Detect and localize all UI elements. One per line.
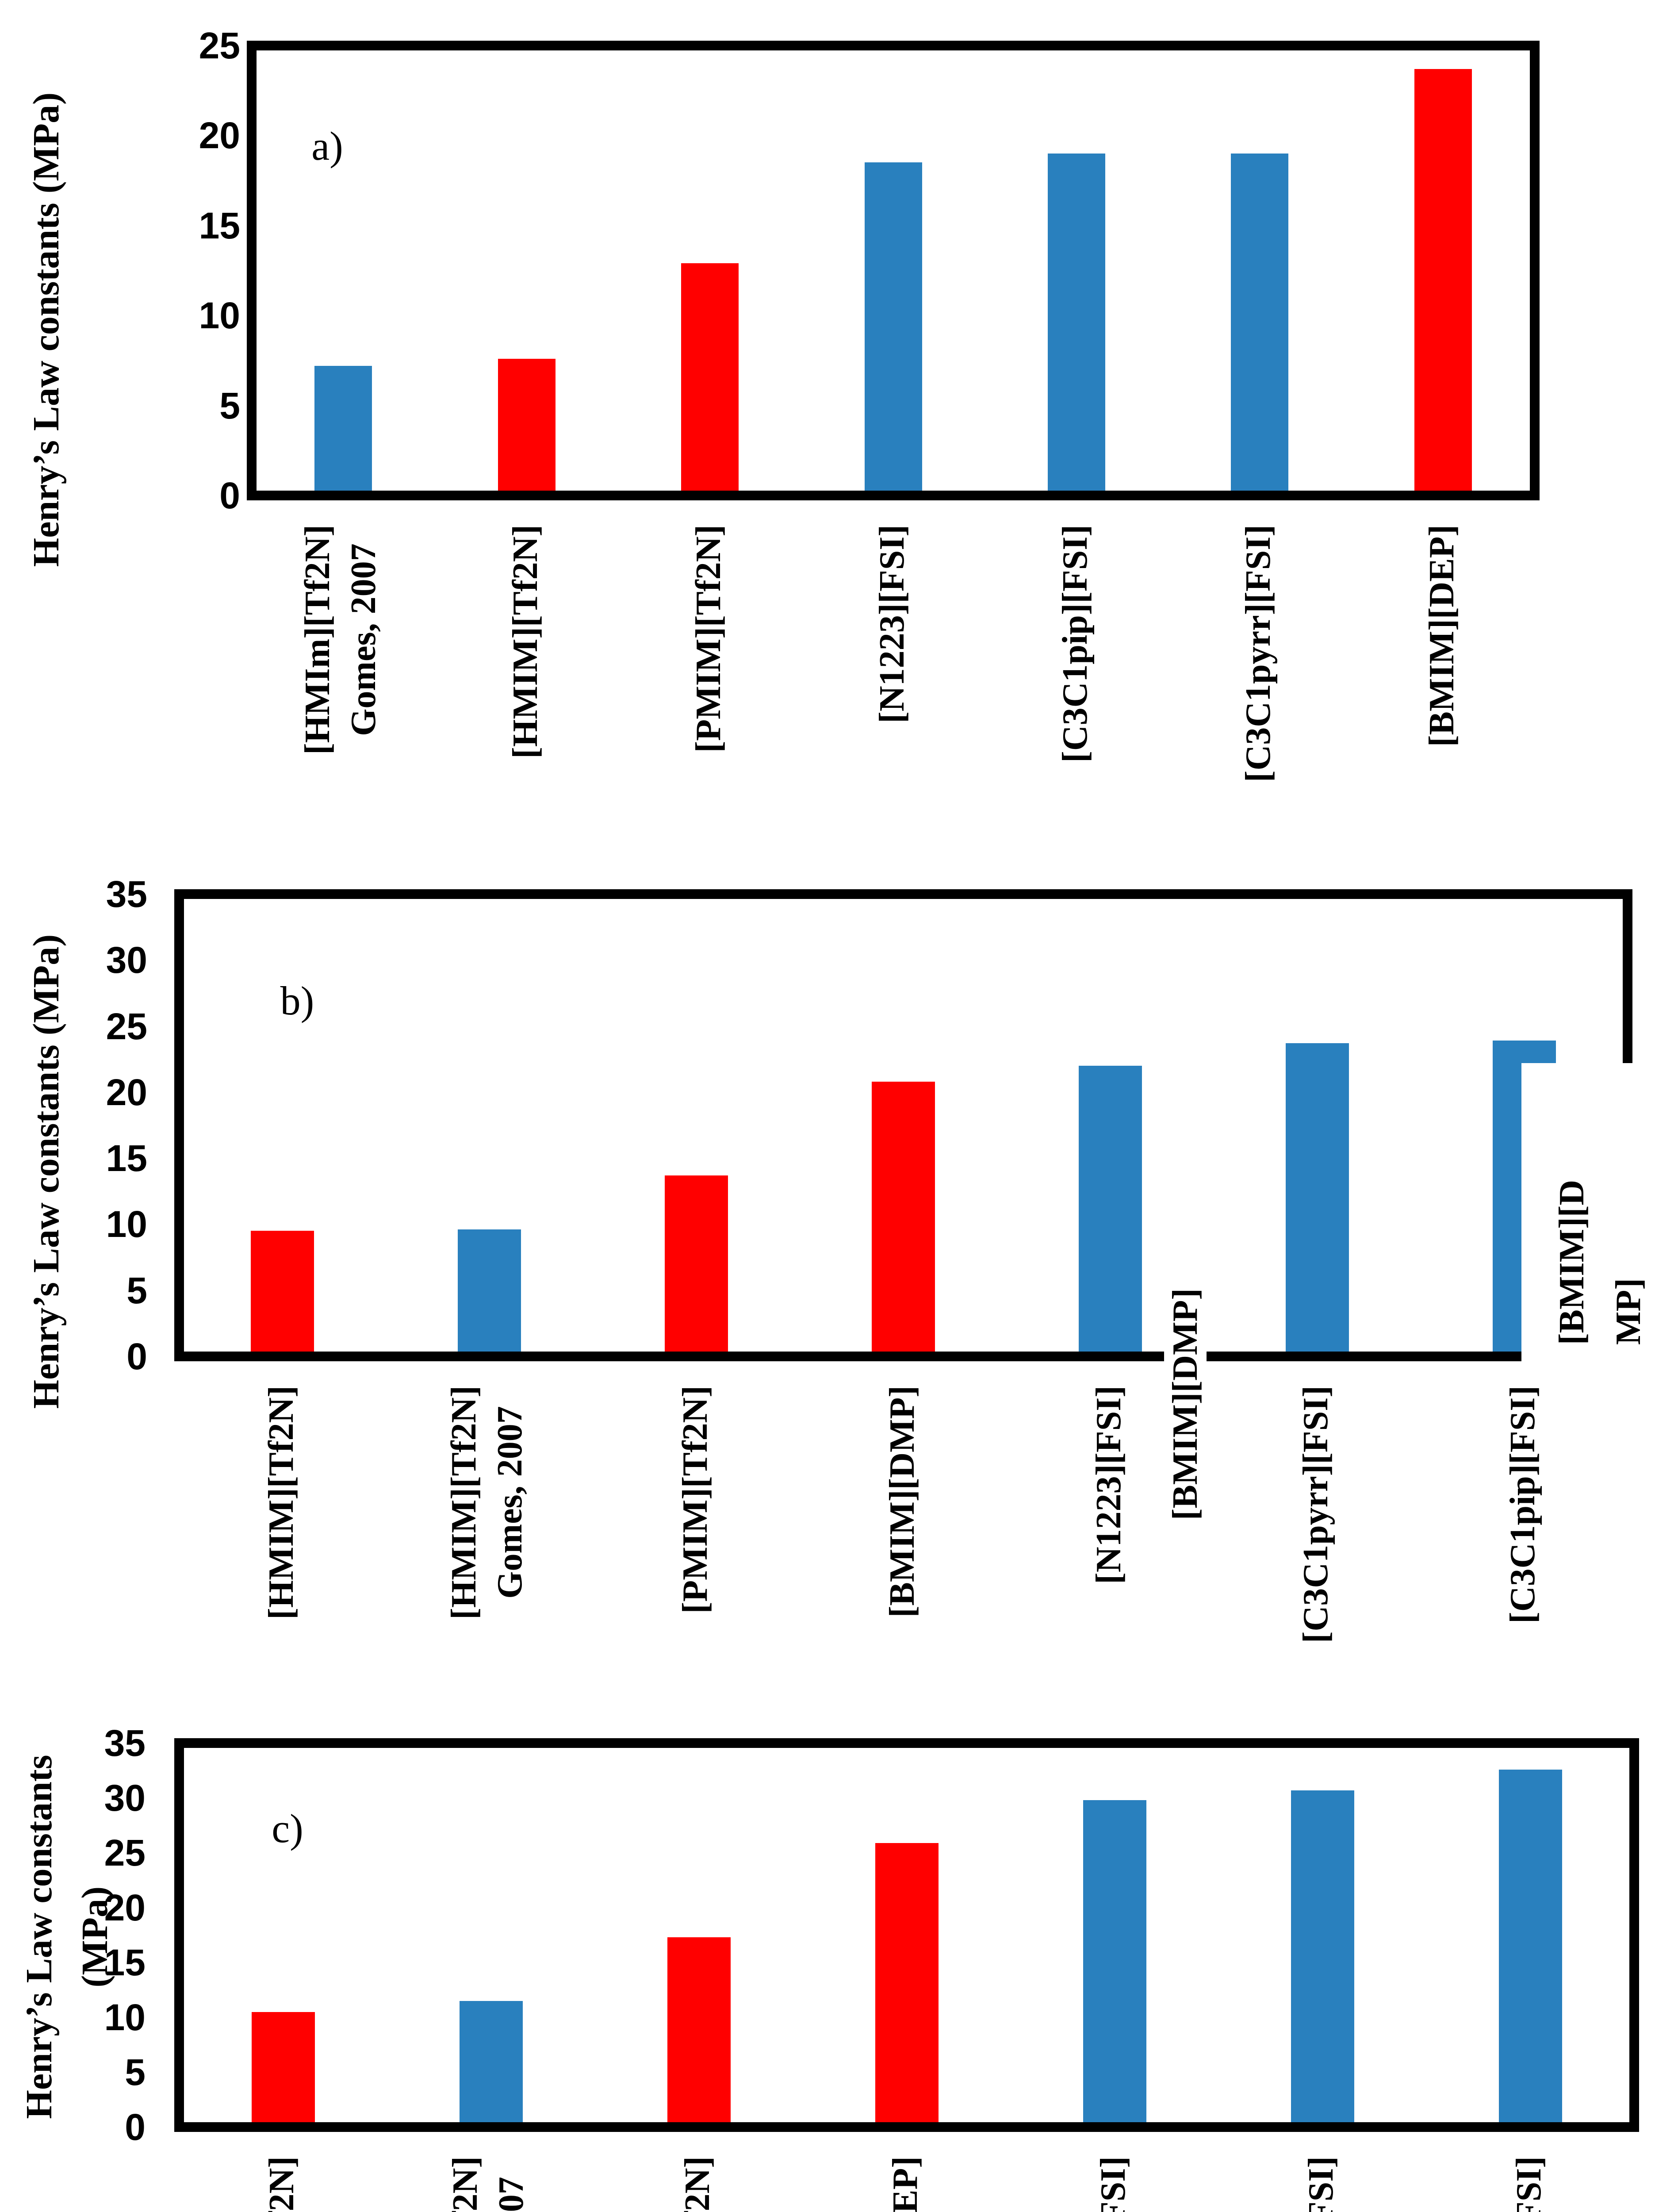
y-tick-label-c-35: 35: [104, 1722, 146, 1764]
x-category-label-b-1: [HMIM][Tf2N]: [262, 1386, 301, 1620]
stray-category-label-b: [BMIM][DMP]: [1164, 1288, 1207, 1521]
panel-label-a: a): [311, 123, 343, 169]
y-tick-label-b-25: 25: [106, 1006, 147, 1047]
y-tick-label-a-0: 0: [219, 475, 240, 516]
panel-label-c: c): [272, 1806, 303, 1851]
y-tick-label-a-15: 15: [199, 205, 240, 246]
x-category-label-b-7: [C3C1pip][FSI]: [1503, 1386, 1542, 1624]
x-category-label-b-2: [HMIM][Tf2N] Gomes, 2007: [444, 1386, 529, 1620]
x-category-label-b-4: [BMIM][DMP]: [883, 1386, 922, 1618]
y-tick-label-b-15: 15: [106, 1137, 147, 1179]
y-axis-title-a: Henry’s Law constants (MPa): [26, 92, 67, 567]
y-tick-label-c-20: 20: [104, 1887, 146, 1928]
y-tick-label-b-20: 20: [106, 1071, 147, 1113]
y-tick-label-b-10: 10: [106, 1203, 147, 1245]
y-tick-label-c-15: 15: [104, 1942, 146, 1983]
bar-a-7: [1414, 69, 1472, 491]
x-category-label-b-5: [N1223][FSI]: [1089, 1386, 1128, 1584]
y-tick-label-c-5: 5: [125, 2051, 146, 2093]
y-tick-label-a-5: 5: [219, 385, 240, 426]
panel-label-b: b): [280, 978, 314, 1023]
x-category-label-c-5: [N1223][FSI]: [1090, 2156, 1136, 2212]
bar-c-2: [460, 2001, 523, 2122]
x-category-label-b-6: [C3C1pyrr][FSI]: [1296, 1386, 1335, 1644]
bar-c-7: [1499, 1770, 1562, 2122]
y-tick-label-c-10: 10: [104, 1997, 146, 2038]
x-category-label-c-6: [C3C1pip][FSI]: [1298, 2156, 1344, 2212]
bar-a-5: [1048, 154, 1105, 491]
y-tick-label-c-25: 25: [104, 1832, 146, 1874]
x-category-label-c-2: [HMIM][Tf2N] Gomes, 2007: [442, 2156, 534, 2212]
y-tick-label-a-10: 10: [199, 295, 240, 336]
plot-frame-c: [174, 1738, 1639, 2132]
bar-c-4: [875, 1843, 939, 2122]
bar-b-6: [1286, 1043, 1349, 1352]
label-background-mask-b: [1521, 1063, 1678, 1376]
x-category-label-c-3: [PMIM][Tf2N]: [674, 2156, 720, 2212]
y-tick-label-b-0: 0: [126, 1336, 147, 1377]
bar-c-5: [1083, 1800, 1146, 2122]
bar-b-4: [872, 1082, 935, 1352]
x-category-label-c-4: [BMIM][DEP]: [882, 2156, 928, 2212]
y-tick-label-c-30: 30: [104, 1777, 146, 1819]
bar-b-1: [251, 1231, 314, 1352]
clipped-category-label-b: [BMIM][D MP]: [1552, 1179, 1648, 1345]
x-category-label-a-2: [HMIM][Tf2N]: [506, 525, 545, 759]
bar-b-5: [1079, 1066, 1142, 1352]
x-category-label-a-6: [C3C1pyrr][FSI]: [1239, 525, 1278, 783]
x-category-label-a-7: [BMIM][DEP]: [1422, 525, 1461, 747]
bar-a-6: [1231, 154, 1288, 491]
y-tick-label-b-35: 35: [106, 873, 147, 915]
bar-a-1: [314, 366, 372, 491]
y-tick-label-a-25: 25: [199, 25, 240, 66]
x-category-label-a-4: [N1223][FSI]: [873, 525, 912, 723]
plot-frame-a: [247, 41, 1540, 500]
bar-c-3: [667, 1937, 731, 2122]
bar-a-3: [681, 263, 739, 491]
x-category-label-c-7: [C3C1pyrr][FSI]: [1506, 2156, 1552, 2212]
x-category-label-a-1: [HMIm][Tf2N] Gomes, 2007: [298, 525, 383, 755]
y-tick-label-b-30: 30: [106, 939, 147, 981]
x-category-label-a-5: [C3C1pip][FSI]: [1056, 525, 1095, 763]
bar-c-6: [1291, 1790, 1354, 2122]
x-category-label-b-3: [PMIM][Tf2N]: [676, 1386, 715, 1614]
y-tick-label-b-5: 5: [126, 1270, 147, 1311]
bar-c-1: [252, 2012, 315, 2122]
x-category-label-c-1: [HMIM][Tf2N]: [259, 2156, 305, 2212]
bar-b-2: [458, 1229, 521, 1352]
bar-a-2: [498, 359, 556, 491]
y-tick-label-a-20: 20: [199, 115, 240, 156]
x-category-label-a-3: [PMIM][Tf2N]: [689, 525, 728, 753]
y-tick-label-c-0: 0: [125, 2106, 146, 2148]
bar-b-3: [665, 1175, 728, 1352]
bar-a-4: [865, 162, 922, 491]
